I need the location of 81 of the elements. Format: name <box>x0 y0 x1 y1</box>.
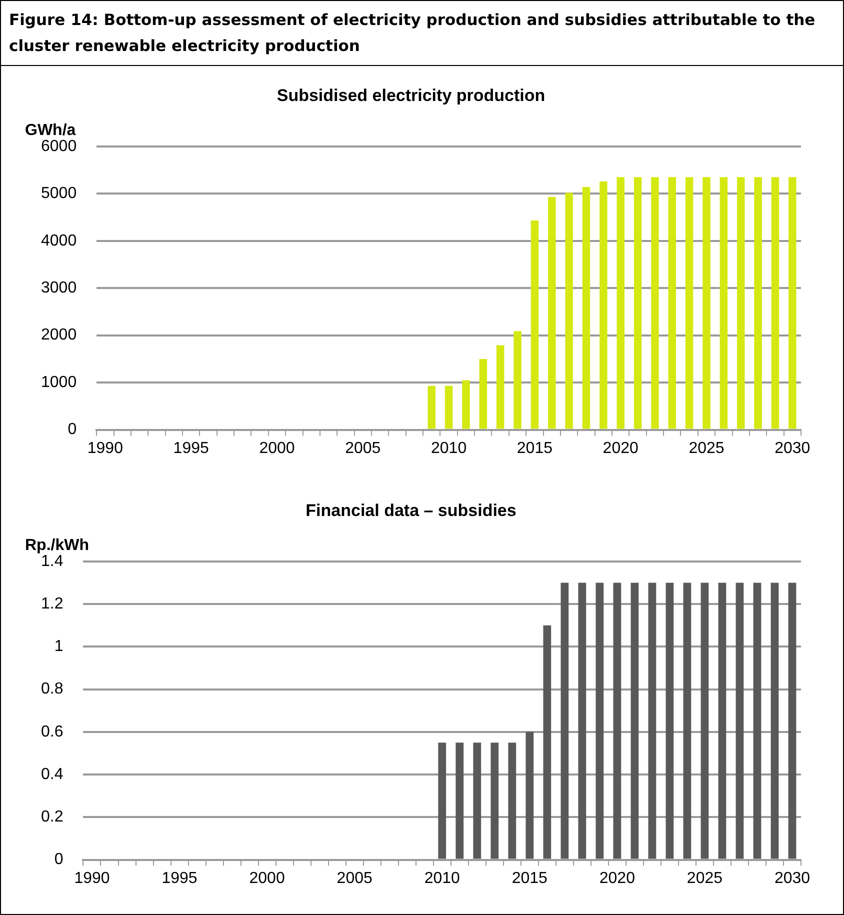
x-tick-label: 2025 <box>686 870 723 887</box>
chart-title: Financial data – subsidies <box>306 500 516 520</box>
bar <box>613 582 622 859</box>
bar <box>788 177 796 429</box>
x-tick-label: 2010 <box>431 440 467 457</box>
y-tick-label: 2000 <box>41 326 77 344</box>
bar <box>456 742 464 859</box>
y-tick-label: 1.4 <box>40 552 64 570</box>
bar <box>771 177 780 429</box>
bar <box>737 177 745 429</box>
bar <box>479 358 488 429</box>
x-tick-label: 2025 <box>688 440 724 457</box>
bar <box>685 177 694 429</box>
bar <box>428 386 436 429</box>
y-tick-label: 0 <box>68 421 77 438</box>
bar <box>668 177 676 429</box>
chart-subtitle: Subsidised electricity production <box>276 86 546 105</box>
chart-title: Figure 14: Bottom-up assessment of electricity production and subsidies attributable to the cluster renewable electricity production <box>1 1 843 66</box>
bar <box>508 742 516 859</box>
bar <box>578 582 586 859</box>
x-tick-label: 2020 <box>599 870 636 887</box>
bar <box>600 181 608 429</box>
bar <box>754 177 762 429</box>
y-tick-label: 1.2 <box>40 595 64 612</box>
y-tick-label: 0.4 <box>40 766 64 783</box>
bar <box>490 742 499 859</box>
y-tick-label: 6000 <box>41 138 77 155</box>
y-tick-label: 5000 <box>41 185 77 202</box>
x-tick-label: 2005 <box>345 440 381 457</box>
bar <box>582 187 590 429</box>
bar <box>596 582 604 859</box>
bar <box>565 192 573 429</box>
x-tick-label: 2020 <box>602 440 638 457</box>
y-tick-label: 4000 <box>41 232 77 250</box>
bar <box>648 582 656 859</box>
bar <box>666 582 674 859</box>
y-tick-label: 3000 <box>41 280 77 297</box>
x-tick-label: 2030 <box>774 440 810 457</box>
bar <box>720 177 728 429</box>
x-tick-label: 2000 <box>259 440 295 457</box>
bar <box>526 732 534 859</box>
y-tick-label: 0.8 <box>40 680 64 698</box>
bar <box>753 582 762 859</box>
bar <box>496 345 504 429</box>
bar <box>444 386 453 429</box>
bar <box>718 582 726 859</box>
x-tick-label: 2030 <box>774 870 810 887</box>
bar <box>560 582 569 859</box>
bar <box>438 742 446 859</box>
bar <box>616 177 624 429</box>
y-axis-title: Rp./kWh <box>25 536 89 554</box>
x-tick-label: 1990 <box>74 870 110 887</box>
bar <box>514 331 522 429</box>
y-tick-label: 0.6 <box>40 723 64 740</box>
bar <box>634 177 642 429</box>
bar <box>548 196 556 429</box>
bar <box>530 220 539 429</box>
x-tick-label: 2015 <box>516 440 553 457</box>
x-tick-label: 1995 <box>173 440 209 457</box>
y-tick-label: 1000 <box>41 374 77 391</box>
x-tick-label: 2015 <box>512 870 548 887</box>
x-tick-label: 1990 <box>87 440 124 457</box>
bar <box>630 582 639 859</box>
x-tick-label: 2005 <box>336 870 372 887</box>
bar <box>651 177 659 429</box>
bar <box>788 582 796 859</box>
x-tick-label: 1995 <box>162 870 198 887</box>
y-tick-label: 0.2 <box>40 808 64 826</box>
x-tick-label: 2000 <box>249 870 285 887</box>
bar <box>473 742 482 859</box>
bar <box>770 582 779 859</box>
bar <box>462 380 470 429</box>
y-tick-label: 1 <box>54 638 64 656</box>
bar <box>736 582 744 859</box>
bar <box>702 177 710 429</box>
bar <box>700 582 709 859</box>
bar <box>683 582 692 859</box>
y-axis-title: GWh/a <box>25 122 76 139</box>
x-tick-label: 2010 <box>424 870 460 887</box>
y-tick-label: 0 <box>54 851 64 868</box>
bar <box>543 625 552 859</box>
